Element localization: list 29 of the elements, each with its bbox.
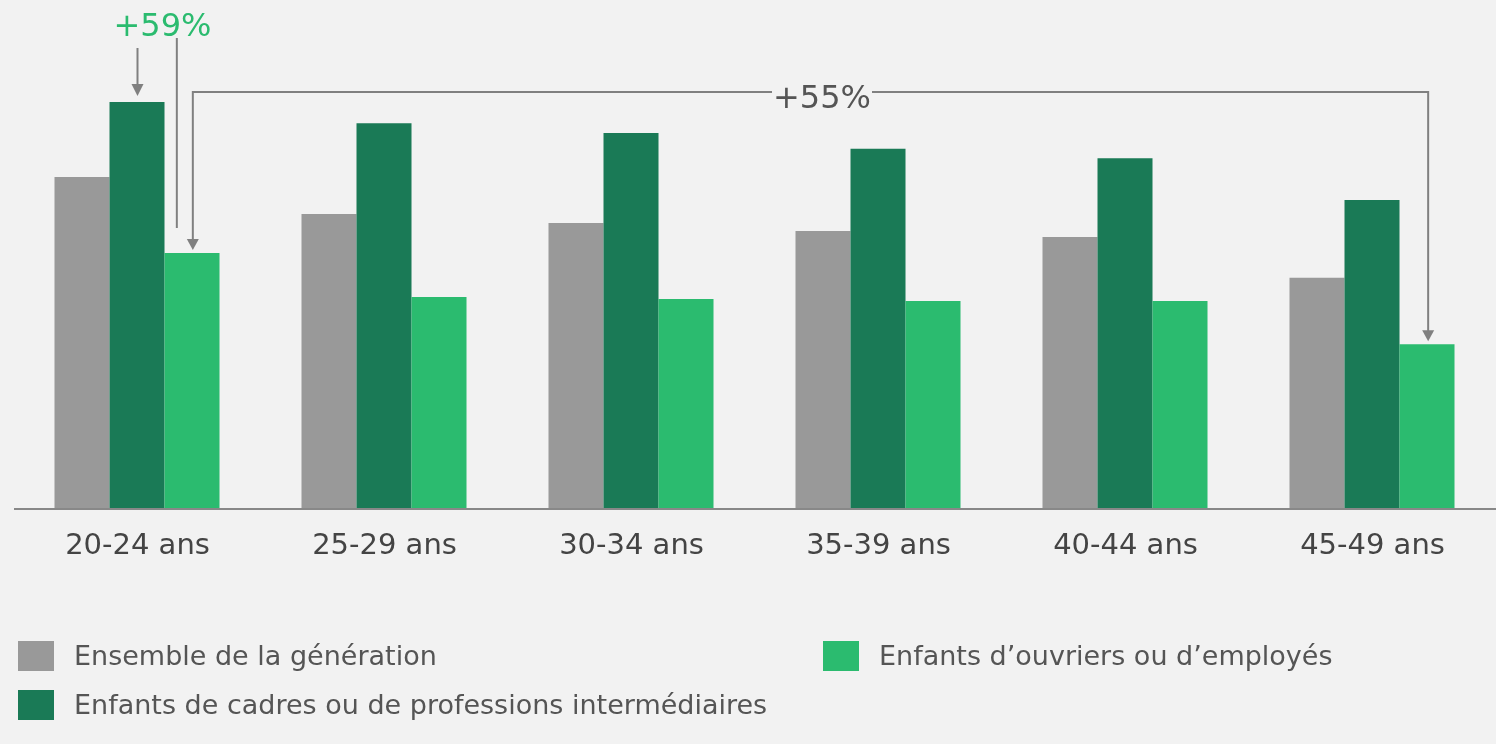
bar <box>54 176 110 509</box>
legend-label: Ensemble de la génération <box>74 640 437 671</box>
bar <box>1399 344 1455 509</box>
bar <box>1344 200 1400 509</box>
x-tick-label: 25-29 ans <box>312 526 457 561</box>
bar <box>905 301 961 509</box>
bar <box>1042 237 1098 509</box>
bar <box>411 296 467 509</box>
bar <box>356 123 412 509</box>
bar <box>1152 301 1208 509</box>
bar <box>1289 277 1345 509</box>
x-tick-label: 30-34 ans <box>559 526 704 561</box>
x-tick-label: 45-49 ans <box>1300 526 1445 561</box>
text: +59% <box>113 6 212 44</box>
bar <box>164 253 220 509</box>
bar <box>795 231 851 509</box>
bar <box>603 132 659 509</box>
legend-label: Enfants de cadres ou de professions intermédiaires <box>74 689 768 720</box>
x-tick-label: 35-39 ans <box>806 526 951 561</box>
bar <box>1097 158 1153 509</box>
bar <box>548 222 604 509</box>
bar <box>301 213 357 509</box>
bar <box>658 298 714 509</box>
bar <box>850 148 906 509</box>
x-tick-label: 20-24 ans <box>65 526 210 561</box>
x-tick-label: 40-44 ans <box>1053 526 1198 561</box>
annotation: +55% <box>773 78 871 116</box>
legend-label: Enfants d’ouvriers ou d’employés <box>879 640 1333 671</box>
bar <box>109 102 165 509</box>
